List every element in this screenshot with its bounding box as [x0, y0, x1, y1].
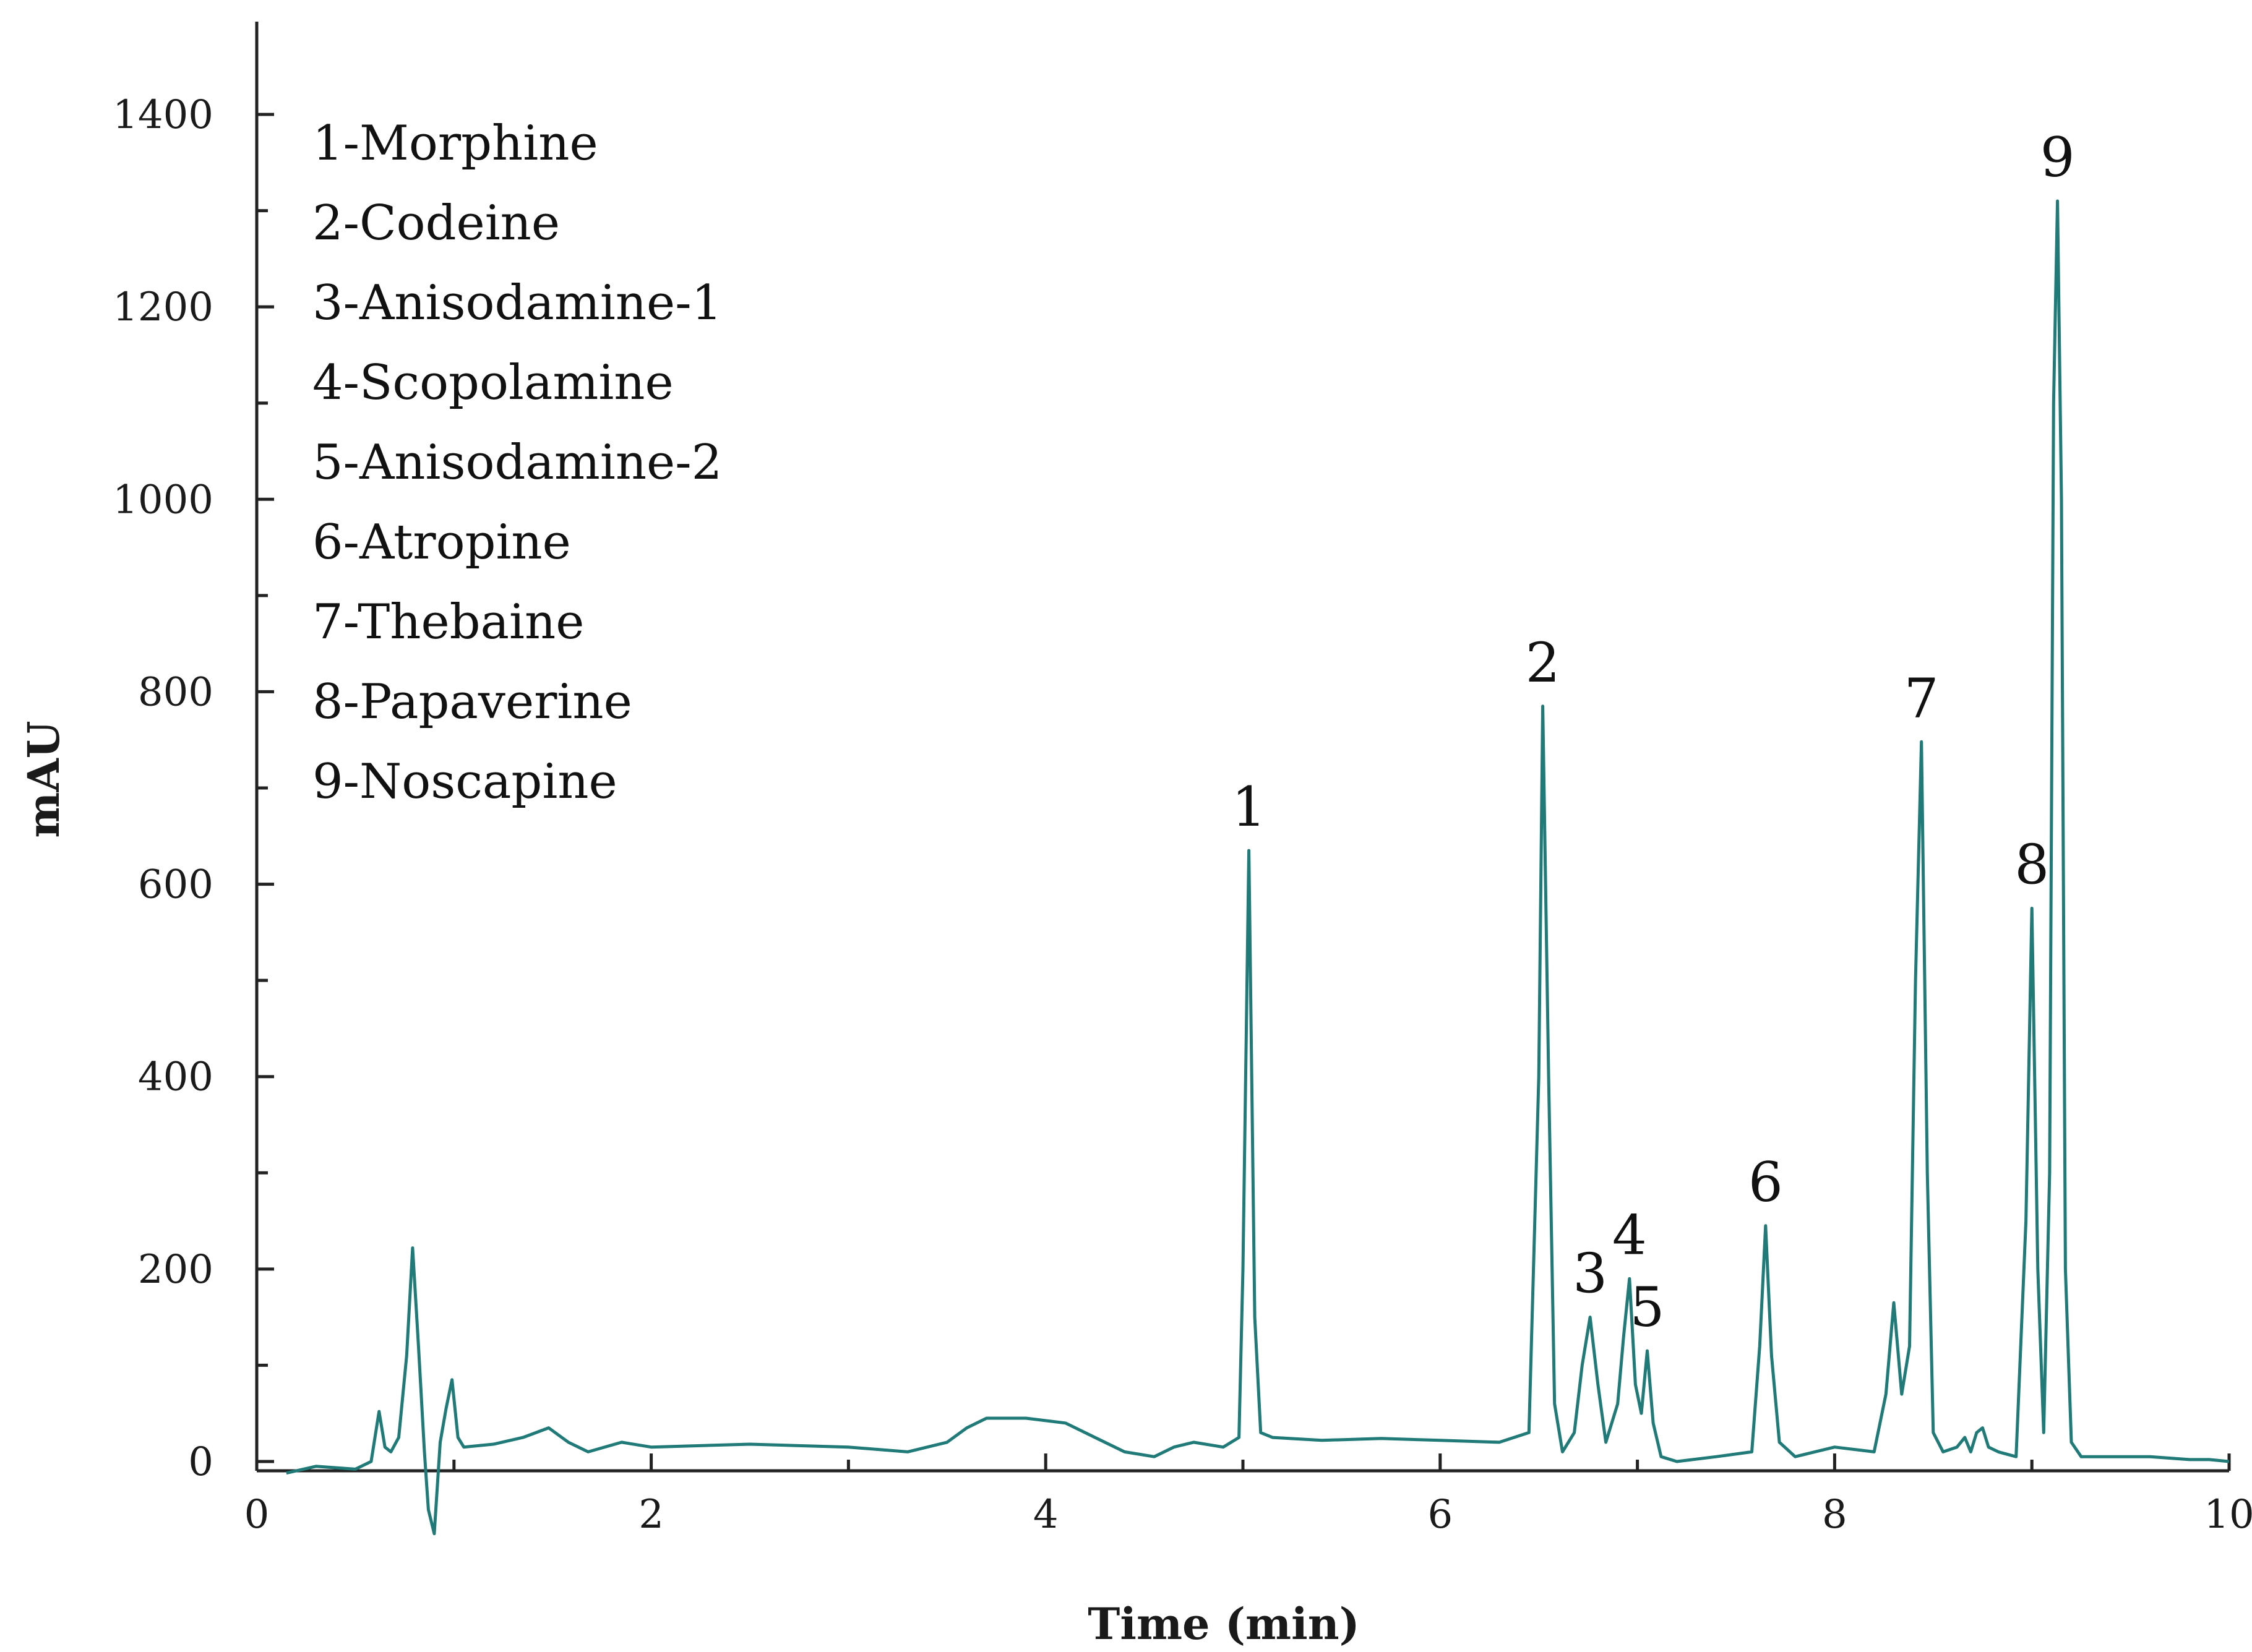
x-tick-label: 2	[638, 1492, 664, 1538]
y-tick-label: 1400	[113, 92, 213, 138]
legend-entry: 4-Scopolamine	[312, 355, 674, 411]
y-tick-label: 400	[138, 1055, 213, 1100]
series-line	[286, 199, 2230, 1536]
peak-label-4: 4	[1612, 1203, 1647, 1267]
x-tick-label: 0	[244, 1492, 270, 1538]
peak-label-3: 3	[1573, 1242, 1607, 1306]
legend: 1-Morphine 2-Codeine 3-Anisodamine-1 4-Scop…	[312, 116, 722, 810]
peak-label-9: 9	[2040, 126, 2075, 189]
y-axis-title: mAU	[18, 721, 69, 837]
peak-label-1: 1	[1232, 775, 1266, 839]
legend-entry: 5-Anisodamine-2	[312, 435, 722, 490]
y-tick-label: 600	[138, 862, 213, 908]
x-tick-label: 10	[2204, 1492, 2252, 1538]
axis-ticks: 0 2 4 6 8 10 0 200 400 600 800 1000 1200 1400	[113, 92, 2252, 1538]
legend-entry: 3-Anisodamine-1	[312, 275, 722, 331]
peak-label-2: 2	[1526, 631, 1560, 695]
peak-labels: 1 2 34 5 6 7 8 9	[1232, 126, 2075, 1339]
y-tick-label: 1200	[113, 285, 213, 330]
legend-entry: 7-Thebaine	[312, 594, 584, 650]
peak-label-8: 8	[2014, 832, 2049, 896]
x-tick-label: 6	[1427, 1492, 1453, 1538]
y-tick-label: 0	[188, 1439, 213, 1485]
x-tick-label: 8	[1822, 1492, 1847, 1538]
legend-entry: 9-Noscapine	[312, 754, 617, 810]
legend-entry: 2-Codeine	[312, 195, 560, 251]
x-axis-title: Time (min)	[1088, 1598, 1359, 1650]
legend-entry: 6-Atropine	[312, 515, 571, 570]
peak-label-5: 5	[1630, 1275, 1665, 1339]
y-tick-label: 200	[138, 1247, 213, 1293]
legend-entry: 1-Morphine	[312, 116, 598, 171]
x-tick-label: 4	[1033, 1492, 1059, 1538]
peak-label-6: 6	[1748, 1150, 1783, 1214]
y-tick-label: 800	[138, 669, 213, 715]
peak-label-7: 7	[1904, 666, 1939, 730]
series	[286, 199, 2230, 1536]
legend-entry: 8-Papaverine	[312, 674, 632, 730]
y-tick-label: 1000	[113, 477, 213, 523]
